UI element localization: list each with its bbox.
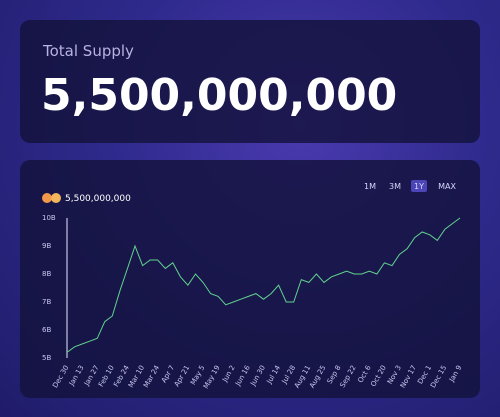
y-tick-label: 7B	[42, 298, 51, 306]
range-button[interactable]: MAX	[438, 182, 456, 191]
y-tick-label: 9B	[42, 242, 51, 250]
x-tick-label: Jan 9	[447, 364, 463, 384]
supply-label: Total Supply	[43, 42, 134, 60]
supply-card: Total Supply 5,500,000,000	[20, 20, 480, 143]
legend-label: 5,500,000,000	[65, 194, 131, 204]
y-tick-label: 6B	[42, 326, 51, 334]
y-tick-label: 10B	[42, 214, 56, 222]
coin-icon	[51, 193, 61, 203]
y-tick-label: 8B	[42, 270, 51, 278]
range-button[interactable]: 1M	[364, 182, 376, 191]
coin-icon	[42, 193, 52, 203]
range-button[interactable]: 1Y	[414, 182, 424, 191]
chart-card	[20, 160, 480, 398]
y-tick-label: 5B	[42, 354, 51, 362]
x-tick-label: Mar 24	[142, 364, 161, 390]
range-button-bg	[411, 180, 427, 192]
x-tick-label: Dec 30	[51, 364, 70, 389]
data-line	[66, 217, 461, 353]
range-button[interactable]: 3M	[389, 182, 401, 191]
x-tick-label: Jun 30	[248, 364, 266, 388]
supply-value: 5,500,000,000	[41, 70, 398, 121]
x-tick-label: Jan 13	[67, 364, 85, 388]
x-tick-label: Jul 14	[265, 364, 282, 386]
